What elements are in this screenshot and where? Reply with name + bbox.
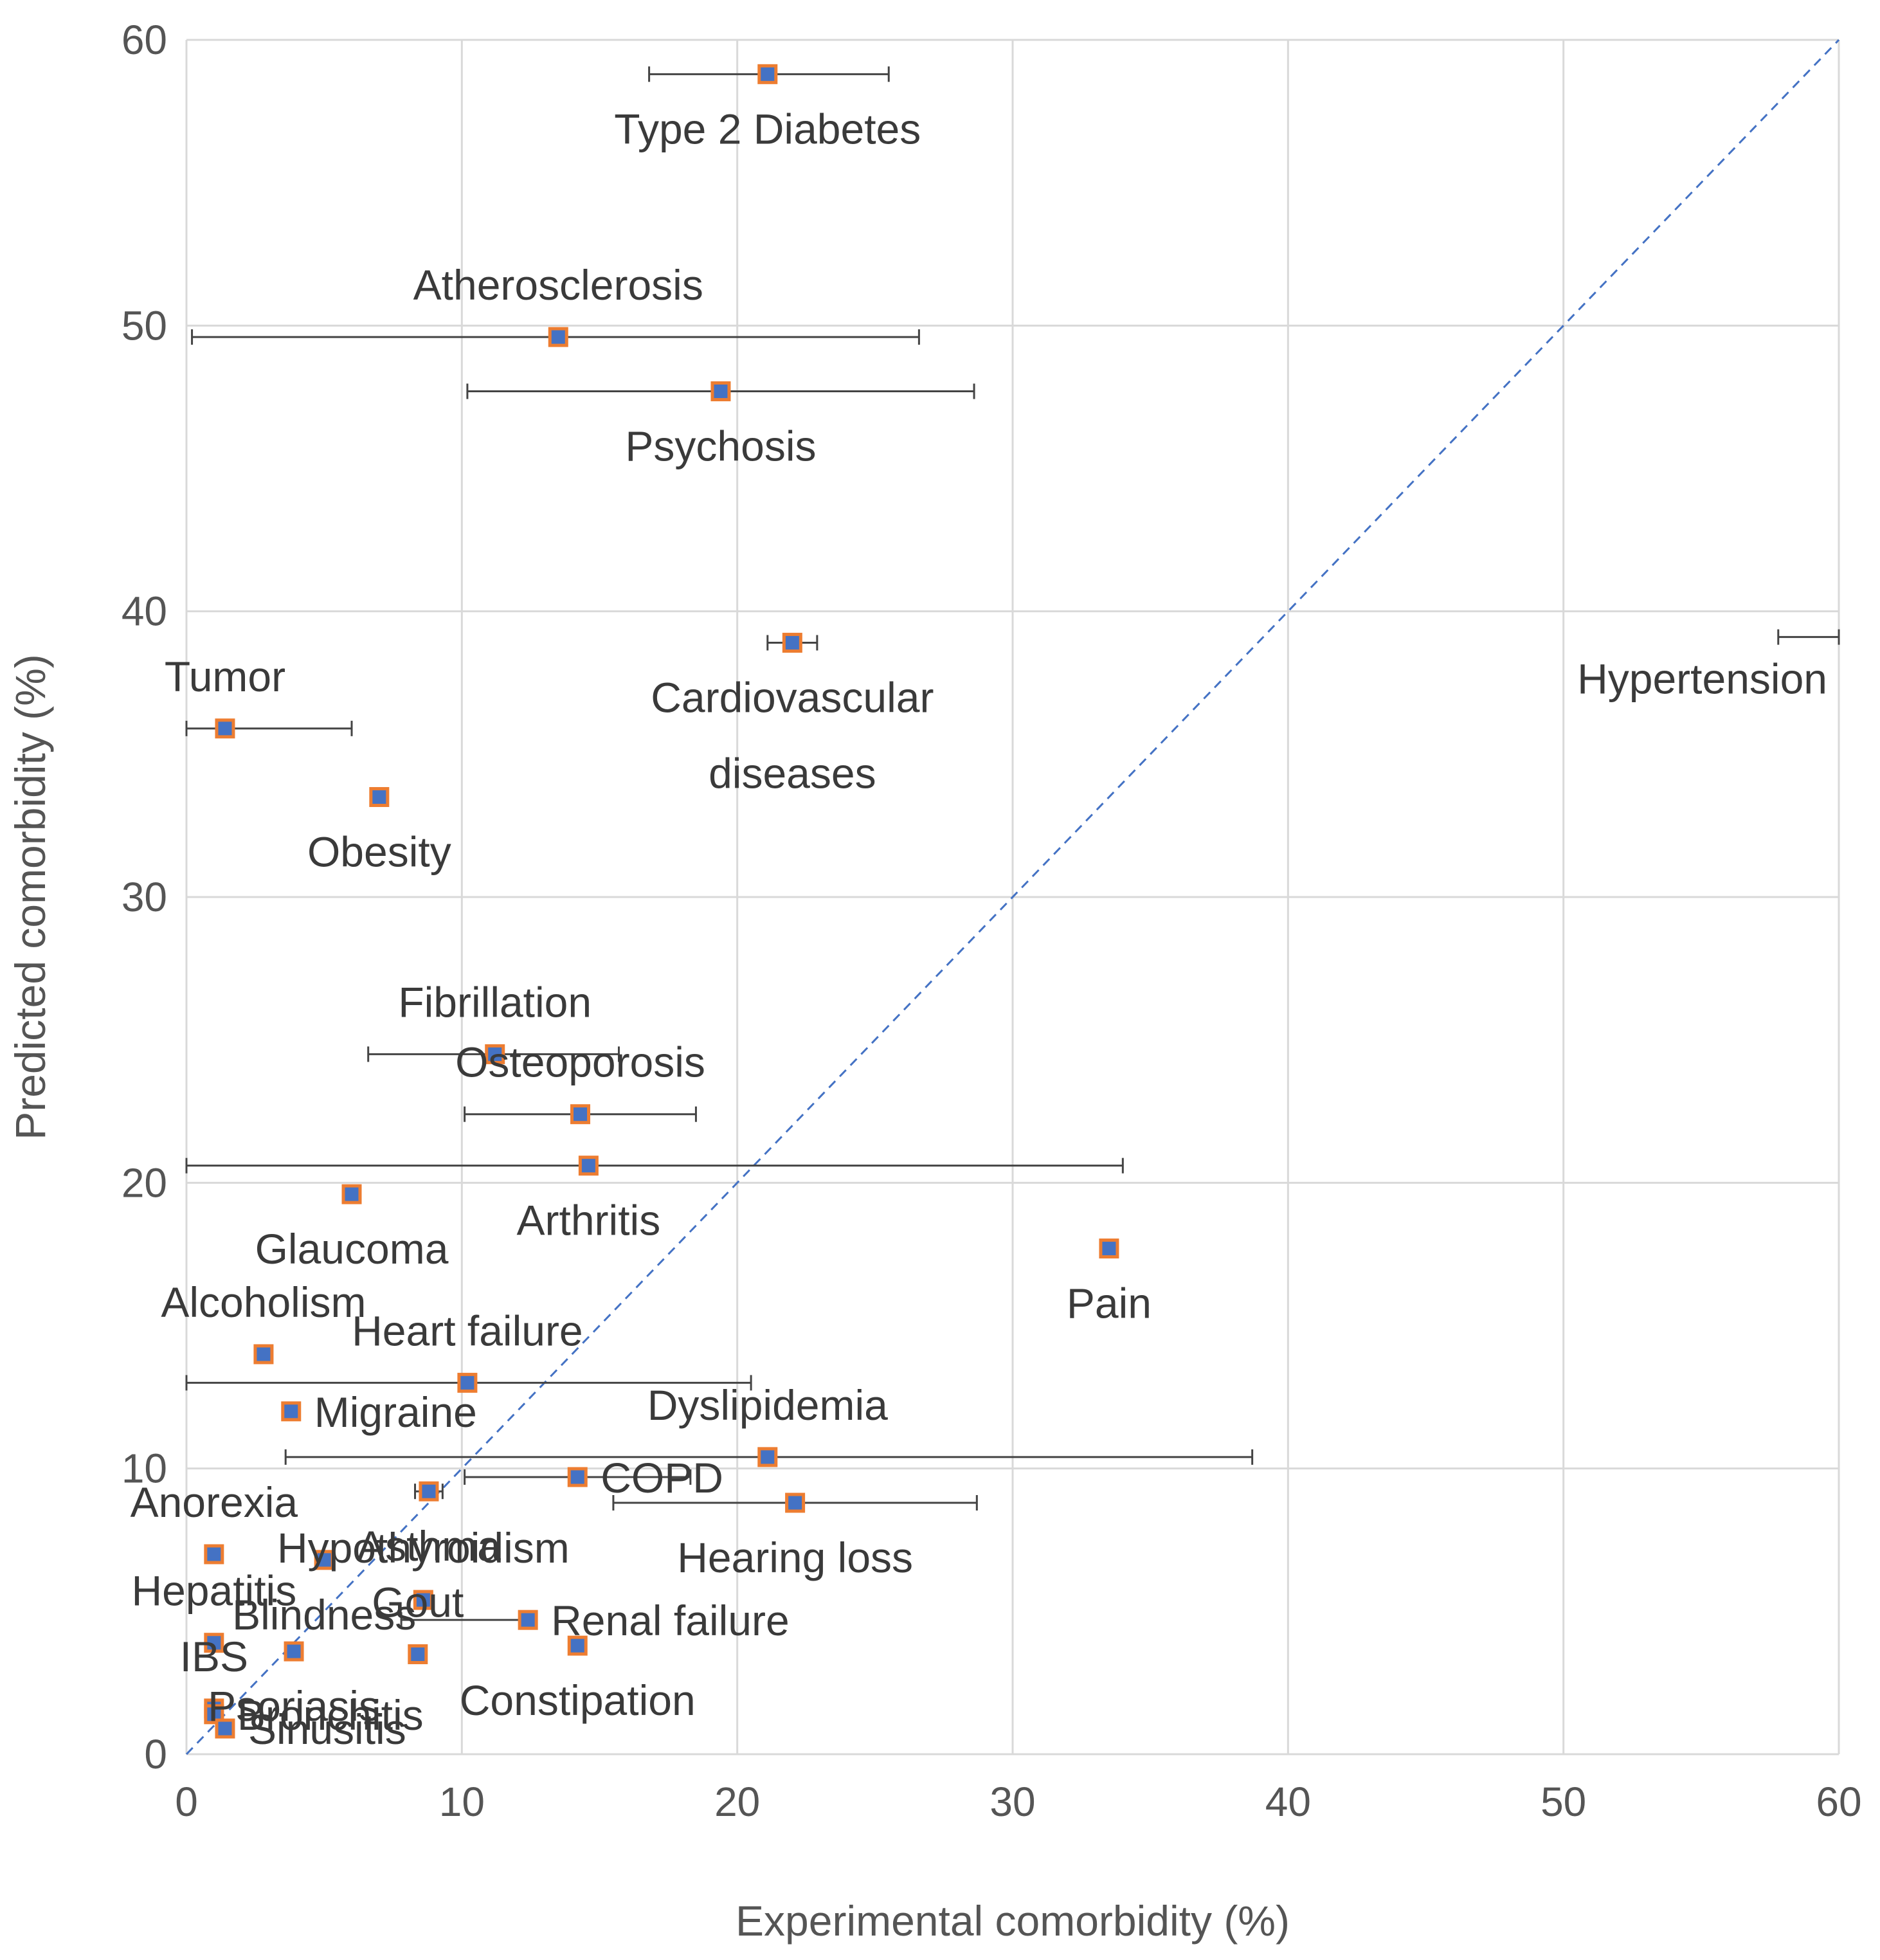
point-obesity <box>369 786 390 807</box>
point-heart-failure <box>457 1372 478 1393</box>
point-psychosis <box>710 381 731 402</box>
x-axis-ticks: 0 10 20 30 40 50 60 <box>175 1779 1861 1825</box>
point-label-cardiovascular-diseases: Cardiovascular diseases <box>651 674 934 797</box>
point-migraine <box>281 1401 302 1422</box>
point-pain <box>1099 1239 1119 1259</box>
y-tick-label: 50 <box>122 302 167 349</box>
point-label-migraine: Migraine <box>314 1388 477 1436</box>
point-arthritis <box>578 1156 599 1176</box>
point-label-psoriasis: Psoriasis <box>208 1682 380 1730</box>
point-type-2-diabetes <box>757 64 778 84</box>
point-blindness <box>314 1550 334 1570</box>
point-renal-failure <box>518 1610 538 1630</box>
point-label-blindness: Blindness <box>232 1591 416 1638</box>
point-label-heart-failure: Heart failure <box>352 1307 583 1354</box>
point-fibrillation <box>485 1044 505 1064</box>
point-tumor <box>215 718 235 739</box>
y-tick-label: 60 <box>122 17 167 63</box>
point-label-atherosclerosis: Atherosclerosis <box>413 261 703 309</box>
point-glaucoma <box>341 1184 362 1204</box>
y-tick-label: 10 <box>122 1446 167 1492</box>
point-label-osteoporosis: Osteoporosis <box>455 1039 705 1086</box>
point-label-bronchitis: Bronchitis <box>237 1691 424 1739</box>
point-constipation <box>567 1635 588 1656</box>
point-sinusitis <box>215 1718 235 1739</box>
point-atherosclerosis <box>548 327 568 347</box>
point-cardiovascular-diseases <box>782 633 802 653</box>
point-label-renal-failure: Renal failure <box>551 1597 790 1644</box>
point-gout <box>408 1644 428 1664</box>
point-asthma <box>419 1481 439 1502</box>
point-label-anorexia: Anorexia <box>131 1478 298 1526</box>
point-label-alcoholism: Alcoholism <box>161 1278 366 1326</box>
x-axis-title: Experimental comorbidity (%) <box>736 1897 1290 1945</box>
point-copd <box>567 1467 588 1487</box>
y-axis-title: Predicted comorbidity (%) <box>6 654 54 1140</box>
point-label-asthma: Asthma <box>357 1522 501 1570</box>
point-label-arthritis: Arthritis <box>517 1197 661 1244</box>
point-label-hypertension: Hypertension <box>1577 655 1827 703</box>
point-label-copd: COPD <box>601 1454 723 1502</box>
point-label-obesity: Obesity <box>307 828 451 875</box>
point-psoriasis <box>284 1641 304 1662</box>
point-hearing-loss <box>785 1493 806 1513</box>
x-tick-label: 30 <box>990 1779 1035 1825</box>
point-label-gout: Gout <box>372 1578 464 1626</box>
point-labels: Type 2 Diabetes Atherosclerosis Psychosis C… <box>131 105 1827 1753</box>
point-label-pain: Pain <box>1067 1280 1152 1327</box>
point-label-hypothyroidism: Hypothyroidism <box>277 1524 570 1572</box>
x-tick-label: 20 <box>714 1779 760 1825</box>
x-tick-label: 0 <box>175 1779 198 1825</box>
y-tick-label: 40 <box>122 588 167 635</box>
x-tick-label: 50 <box>1541 1779 1586 1825</box>
y-tick-label: 30 <box>122 874 167 920</box>
point-label-hearing-loss: Hearing loss <box>677 1534 913 1581</box>
point-dyslipidemia <box>757 1447 778 1467</box>
point-label-fibrillation: Fibrillation <box>398 978 592 1026</box>
point-label-psychosis: Psychosis <box>625 422 816 470</box>
point-label-tumor: Tumor <box>165 653 285 700</box>
point-label-constipation: Constipation <box>460 1676 696 1724</box>
point-label-hepatitis: Hepatitis <box>131 1567 296 1615</box>
point-osteoporosis <box>570 1104 591 1125</box>
point-label-dyslipidemia: Dyslipidemia <box>647 1381 888 1429</box>
point-anorexia <box>204 1544 224 1565</box>
data-points <box>204 64 1119 1739</box>
x-tick-label: 60 <box>1816 1779 1861 1825</box>
x-tick-label: 10 <box>439 1779 485 1825</box>
point-alcoholism <box>253 1344 274 1365</box>
point-hepatitis <box>204 1633 224 1653</box>
point-label-sinusitis: Sinusitis <box>248 1705 406 1753</box>
point-label-ibs: IBS <box>180 1633 248 1680</box>
reference-line-y-equals-x <box>185 39 1840 1756</box>
y-tick-label: 20 <box>122 1159 167 1206</box>
point-hypothyroidism <box>413 1590 433 1610</box>
y-tick-label: 0 <box>144 1731 167 1777</box>
y-axis-ticks: 0 10 20 30 40 50 60 <box>122 17 167 1777</box>
point-label-glaucoma: Glaucoma <box>255 1225 449 1273</box>
point-label-type-2-diabetes: Type 2 Diabetes <box>614 105 921 152</box>
x-tick-label: 40 <box>1265 1779 1311 1825</box>
